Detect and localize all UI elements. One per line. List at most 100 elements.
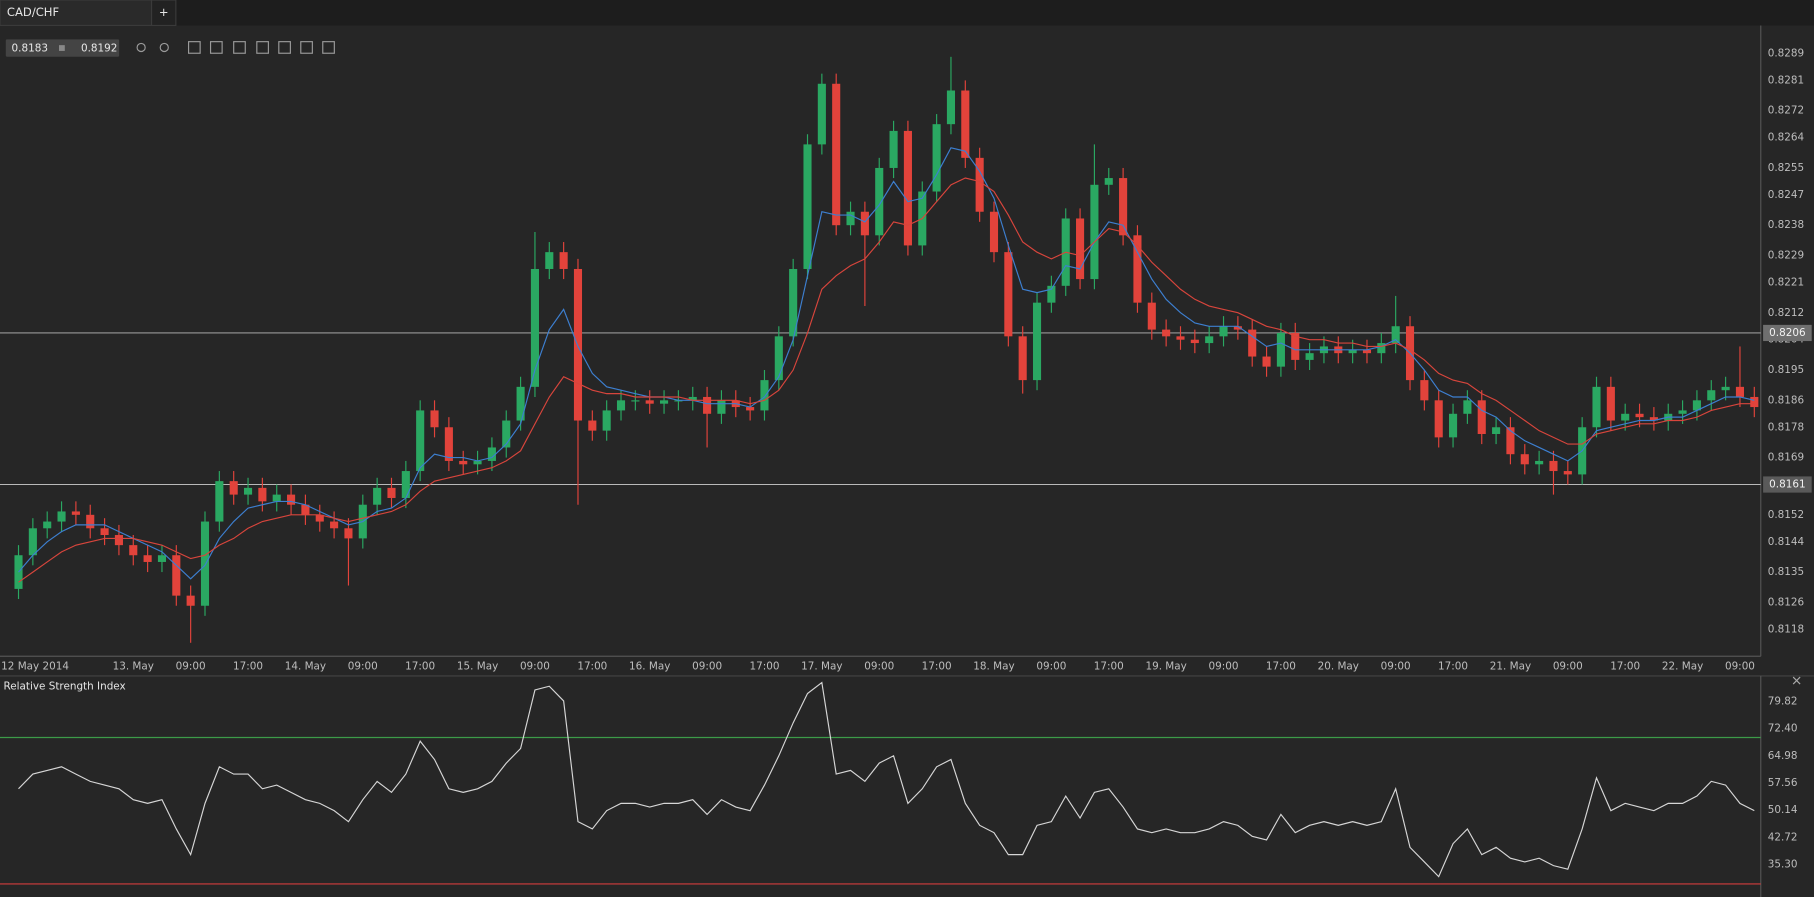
x-tick-label: 17. May [801,661,842,673]
rsi-line [18,681,1755,878]
settings[interactable] [256,41,269,54]
y-tick-label: 50.14 [1768,804,1798,816]
x-tick-label: 09:00 [1553,661,1583,673]
candle-body [129,545,138,556]
moving-average-line [18,177,1755,583]
candle-body [1233,326,1242,330]
candle-body [1434,400,1443,438]
candle-body [1205,336,1214,344]
candle-body [258,487,267,502]
y-tick-label: 0.8169 [1768,452,1804,464]
x-tick-label: 17:00 [1438,661,1468,673]
x-tick-label: 14. May [285,661,326,673]
indicator-title: Relative Strength Index [3,680,125,692]
candle-body [100,528,109,536]
bid-price: 0.8183 [12,43,48,55]
candle-body [71,511,80,515]
x-tick-label: 09:00 [520,661,550,673]
candle-body [430,410,439,428]
candle-body [1291,332,1300,360]
candle-body [545,252,554,269]
candle-body [272,494,281,502]
candle-body [1606,386,1615,421]
symbol-tab-label[interactable]: CAD/CHF [7,5,59,19]
close-rsi[interactable] [1792,676,1801,685]
symbol-tab[interactable] [0,0,153,27]
candle-body [1707,390,1716,401]
candle-body [645,400,654,404]
y-tick-label: 42.72 [1768,831,1798,843]
zoom-in[interactable] [159,42,169,53]
candle-body [86,514,95,529]
candle-body [28,528,37,556]
candle-body [344,528,353,539]
edit[interactable] [300,41,313,54]
draw[interactable] [322,41,335,54]
candle-body [1635,413,1644,418]
candle-body [1104,178,1113,185]
price-line-label-box [1763,476,1812,493]
candle-body [502,420,511,448]
candle-body [1176,336,1185,340]
add-tab-label[interactable]: + [159,5,169,19]
copy[interactable] [278,41,291,54]
candle-body [1133,235,1142,303]
candle-body [846,211,855,226]
x-tick-label: 17:00 [1610,661,1640,673]
y-tick-label: 0.8238 [1768,219,1804,231]
candle-body [989,211,999,253]
candle-body [387,487,396,498]
x-tick-label: 16. May [629,661,670,673]
candle-body [416,410,425,472]
x-tick-label: 17:00 [1266,661,1296,673]
x-tick-label: 21. May [1490,661,1531,673]
candle-body [1649,417,1658,421]
y-tick-label: 0.8255 [1768,162,1804,174]
y-tick-label: 0.8195 [1768,364,1804,376]
x-tick-label: 09:00 [176,661,206,673]
candle-body [688,396,697,401]
x-tick-label: 20. May [1318,661,1359,673]
candle-body [1248,329,1257,357]
moving-average-line [18,147,1755,580]
candle-body [1018,336,1027,381]
price-separator [59,45,65,51]
candle-body [1549,460,1558,472]
y-tick-label: 0.8212 [1768,307,1804,319]
x-tick-label: 17:00 [405,661,435,673]
candle-body [932,124,941,192]
candle-body [588,420,597,431]
candle-body [1563,471,1572,475]
candle-body [401,471,410,498]
candle-body [315,514,324,522]
x-tick-label: 09:00 [864,661,894,673]
x-tick-label: 12 May 2014 [1,661,69,673]
zoom-out[interactable] [136,42,146,53]
candle-body [200,521,210,606]
x-tick-label: 17:00 [1094,661,1124,673]
candle-body [1463,400,1472,414]
candle-body [875,167,884,236]
y-tick-label: 0.8221 [1768,276,1804,288]
x-tick-label: 13. May [113,661,154,673]
y-tick-label: 0.8135 [1768,566,1804,578]
add-tab[interactable] [150,0,177,27]
y-tick-label: 0.8118 [1768,623,1804,635]
timeframe[interactable] [187,41,201,54]
candle-body [1520,454,1529,465]
candle-body [43,521,52,529]
y-tick-label: 0.8264 [1768,132,1805,144]
x-tick-label: 19. May [1145,661,1186,673]
chart-type[interactable] [209,41,223,54]
y-tick-label: 72.40 [1768,723,1798,735]
y-tick-label: 0.8289 [1768,47,1804,59]
x-tick-label: 09:00 [1209,661,1239,673]
candle-body [660,400,669,404]
candle-body [1477,400,1486,434]
candle-body [774,336,783,381]
candle-body [559,252,568,269]
indicators[interactable] [233,41,246,54]
candle-body [516,386,525,421]
tab-bar [0,0,1814,26]
y-tick-label: 0.8144 [1768,536,1805,548]
